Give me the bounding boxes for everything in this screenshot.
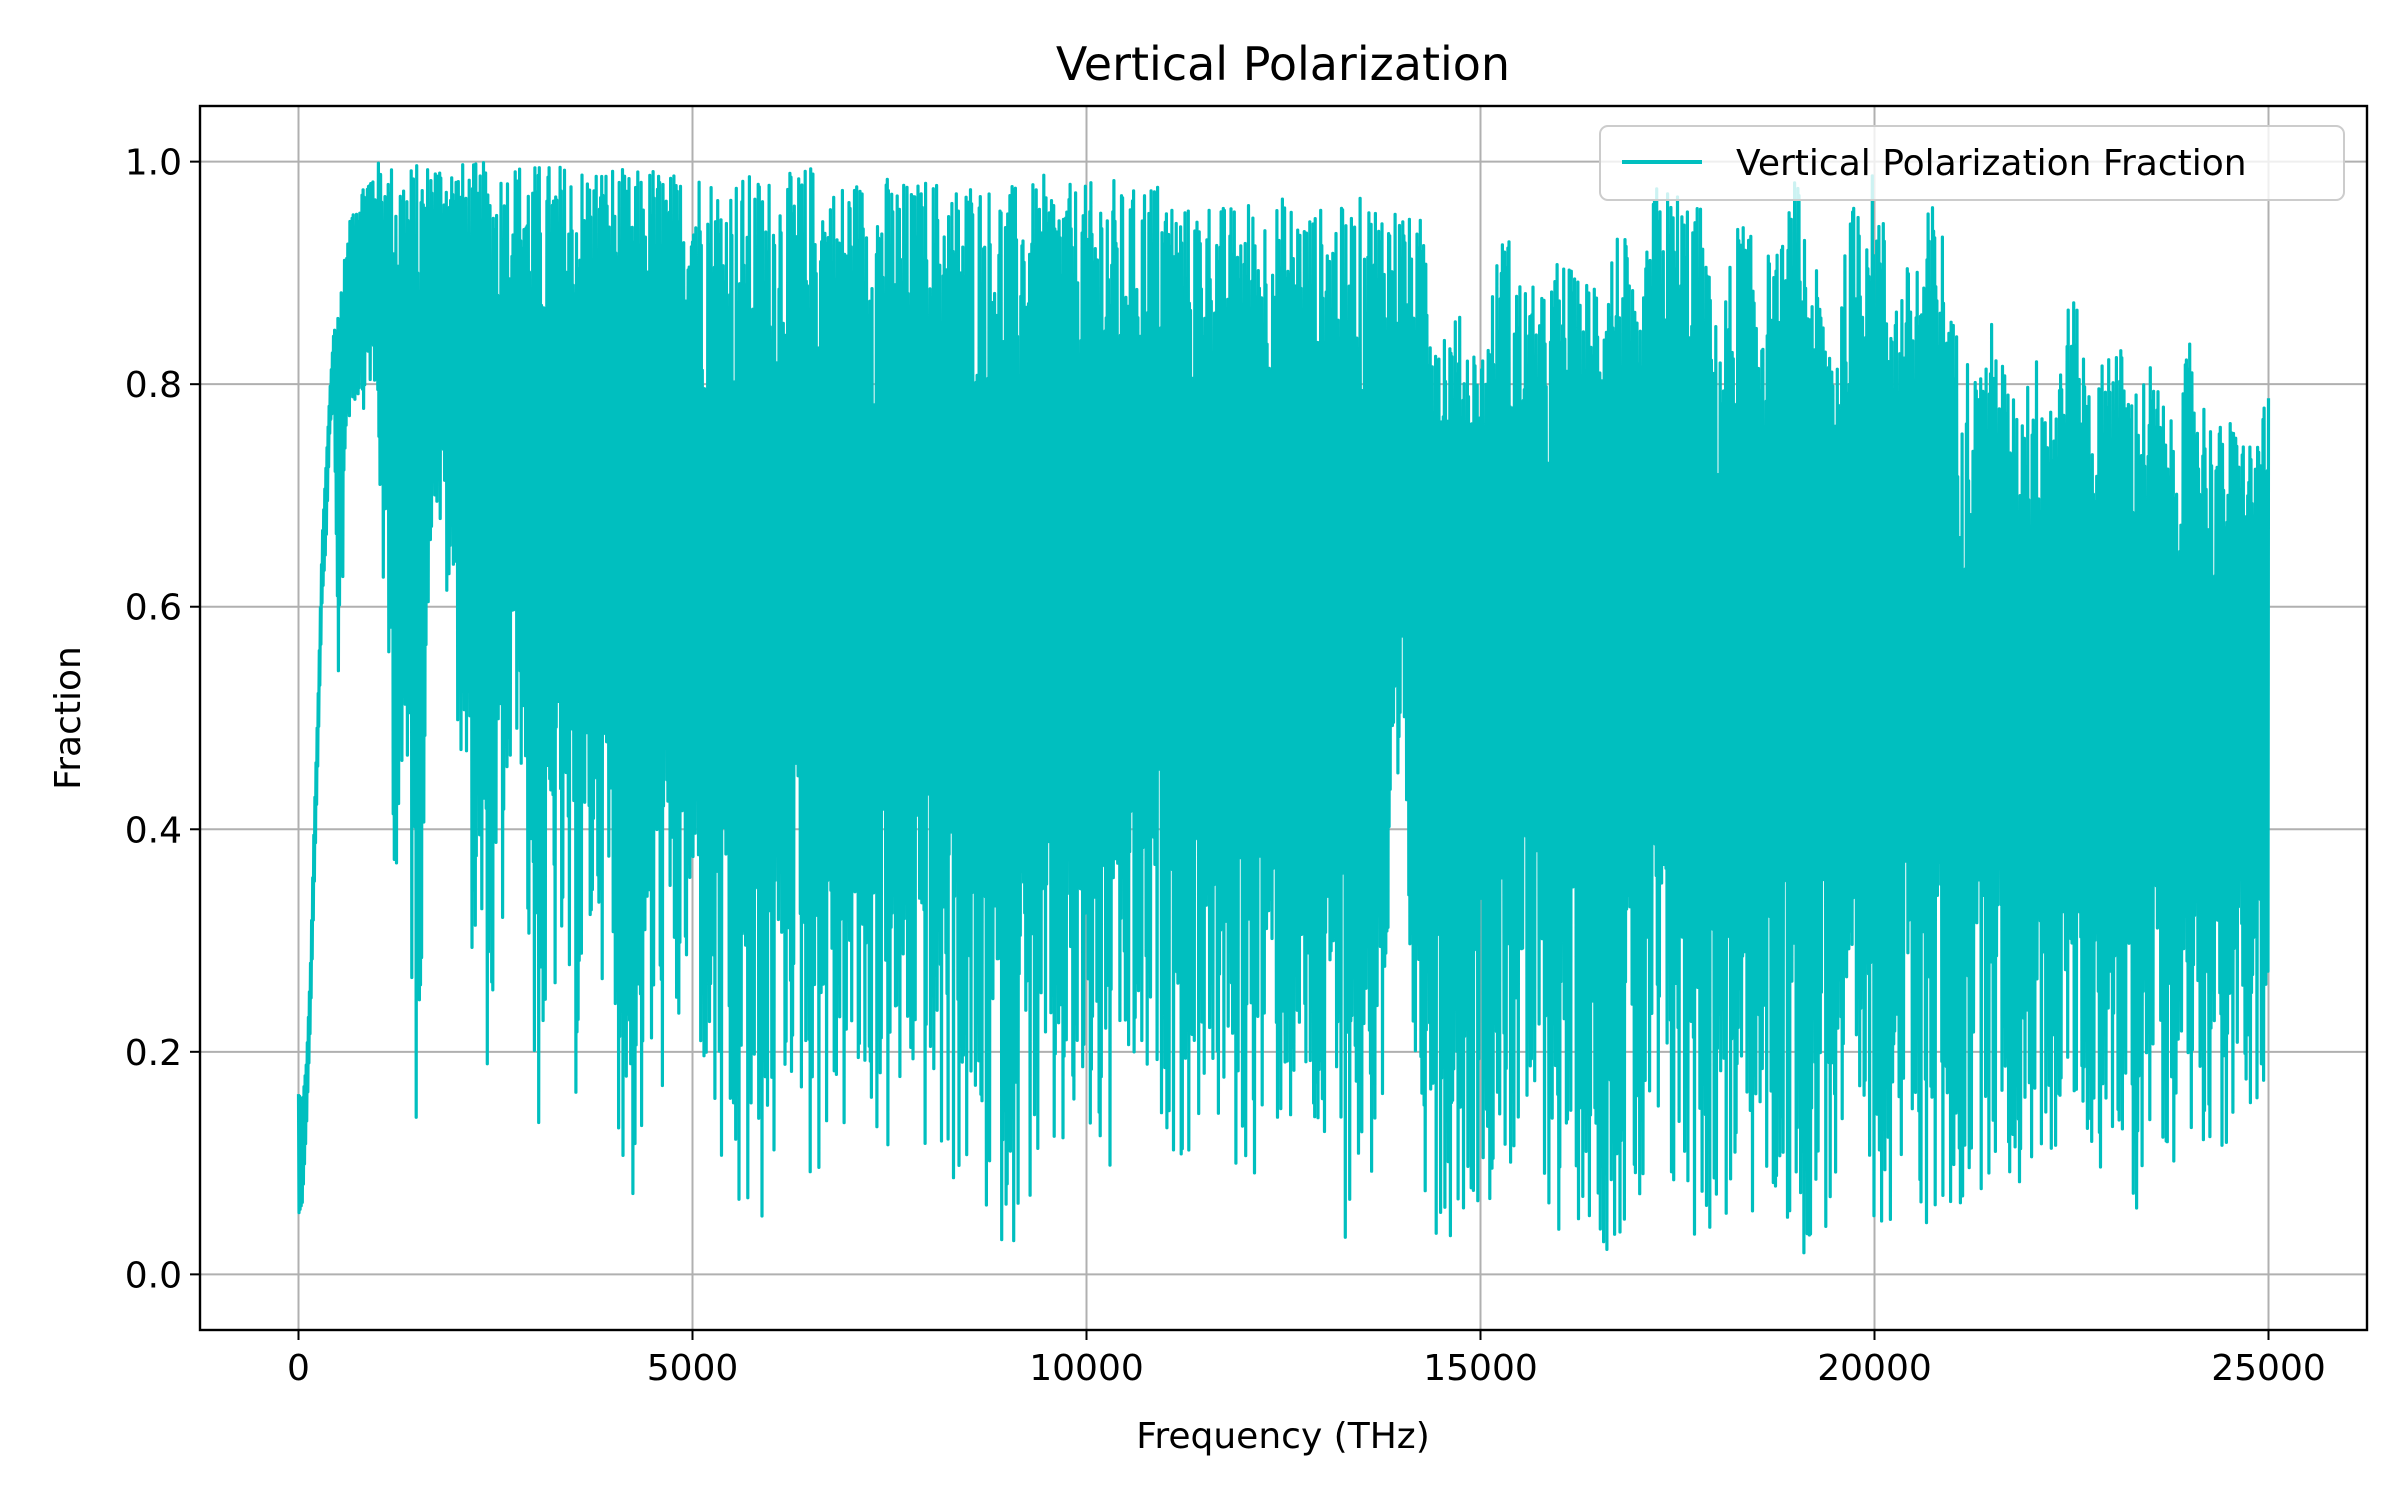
legend-label: Vertical Polarization Fraction — [1736, 143, 2247, 184]
x-tick-label: 5000 — [647, 1348, 739, 1389]
x-axis-label: Frequency (THz) — [1136, 1416, 1429, 1457]
x-tick-label: 20000 — [1817, 1348, 1932, 1389]
y-tick-label: 0.4 — [125, 810, 182, 851]
x-tick-label: 25000 — [2211, 1348, 2326, 1389]
y-tick-label: 0.0 — [125, 1255, 182, 1296]
plot-frame — [198, 104, 2369, 1332]
x-tick-label: 15000 — [1423, 1348, 1538, 1389]
y-tick-label: 1.0 — [125, 143, 182, 184]
y-tick-label: 0.6 — [125, 588, 182, 629]
series-line-vertical-polarization-fraction — [296, 161, 2271, 1255]
y-axis: 0.0 0.2 0.4 0.6 0.8 1.0 — [125, 143, 200, 1296]
x-axis: 0 5000 10000 15000 20000 25000 — [287, 1330, 2326, 1389]
legend: Vertical Polarization Fraction — [1599, 125, 2345, 201]
x-tick-label: 10000 — [1029, 1348, 1144, 1389]
y-axis-label: Fraction — [48, 646, 89, 790]
x-tick-label: 0 — [287, 1348, 310, 1389]
y-tick-label: 0.8 — [125, 365, 182, 406]
legend-box — [1599, 125, 2345, 201]
y-tick-label: 0.2 — [125, 1033, 182, 1074]
chart-title: Vertical Polarization — [1056, 37, 1510, 91]
series-layer — [296, 161, 2271, 1255]
